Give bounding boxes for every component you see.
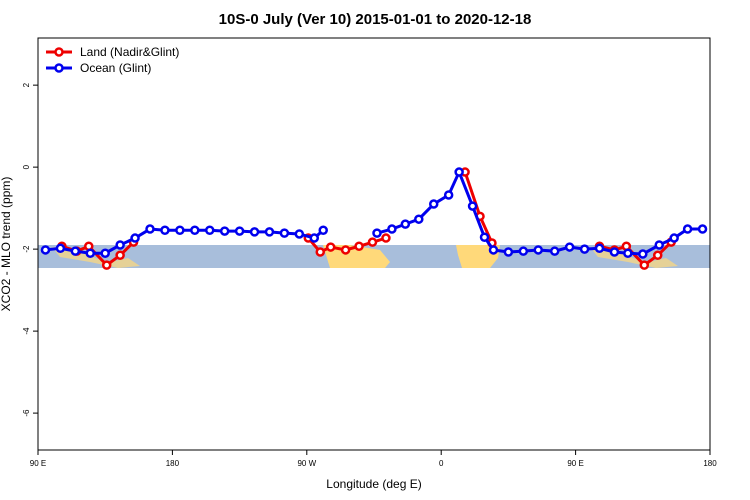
data-point	[190, 225, 200, 236]
data-point	[100, 248, 110, 258]
data-point	[638, 249, 648, 259]
data-point	[428, 199, 439, 209]
data-point	[115, 240, 125, 250]
data-point	[652, 250, 663, 261]
y-axis-label: XCO2 - MLO trend (ppm)	[0, 177, 13, 312]
y-tick-label: 2	[22, 82, 31, 87]
data-point	[518, 246, 529, 256]
y-tick-label: 0	[22, 164, 31, 169]
data-point	[318, 225, 328, 236]
data-point	[503, 247, 514, 257]
data-point	[609, 247, 620, 257]
data-point	[623, 248, 633, 258]
chart-title: 10S-0 July (Ver 10) 2015-01-01 to 2020-1…	[219, 11, 532, 28]
data-point	[579, 244, 590, 254]
data-point	[443, 190, 454, 200]
data-point	[145, 224, 155, 234]
data-point	[340, 245, 351, 255]
x-tick-label: 90 E	[567, 459, 583, 468]
data-point	[367, 237, 378, 247]
data-point	[294, 229, 305, 239]
data-point	[594, 243, 605, 254]
data-point	[372, 228, 382, 238]
x-tick-label: 180	[703, 459, 717, 468]
data-point	[219, 226, 230, 236]
legend-label: Ocean (Glint)	[80, 61, 151, 75]
x-tick-label: 0	[439, 459, 444, 468]
data-point	[639, 260, 650, 270]
data-point	[249, 227, 260, 237]
data-point	[564, 242, 575, 252]
x-axis-label: Longitude (deg E)	[326, 477, 421, 491]
data-point	[160, 225, 170, 236]
data-point	[697, 224, 708, 234]
data-point	[175, 225, 185, 236]
y-tick-label: -2	[22, 245, 31, 253]
data-point	[55, 243, 66, 254]
data-point	[479, 232, 490, 242]
data-point	[325, 242, 336, 252]
data-point	[315, 247, 325, 257]
data-point	[354, 241, 364, 252]
data-point	[549, 246, 560, 256]
data-point	[101, 260, 112, 270]
data-point	[70, 246, 81, 256]
data-point	[400, 219, 411, 229]
data-point	[40, 245, 51, 255]
legend-label: Land (Nadir&Glint)	[80, 45, 179, 59]
data-point	[682, 224, 693, 234]
data-point	[85, 248, 96, 258]
data-point	[533, 245, 544, 255]
data-point	[130, 233, 140, 243]
data-point	[414, 214, 424, 224]
data-point	[454, 167, 464, 177]
y-tick-label: -4	[22, 327, 31, 335]
data-point	[669, 233, 679, 243]
data-point	[309, 233, 320, 243]
data-point	[488, 245, 499, 255]
y-tick-label: -6	[22, 409, 31, 417]
data-point	[264, 227, 275, 237]
data-point	[654, 240, 664, 250]
data-point	[279, 228, 290, 238]
x-tick-label: 90 W	[297, 459, 316, 468]
legend-marker	[54, 47, 64, 57]
plot-frame	[37, 37, 711, 451]
data-point	[115, 250, 125, 261]
x-tick-label: 90 E	[30, 459, 46, 468]
x-tick-label: 180	[166, 459, 180, 468]
data-point	[467, 201, 478, 211]
data-point	[387, 224, 397, 234]
data-point	[234, 226, 245, 236]
data-point	[204, 225, 215, 236]
data-point	[381, 233, 391, 243]
legend-marker	[54, 63, 64, 73]
